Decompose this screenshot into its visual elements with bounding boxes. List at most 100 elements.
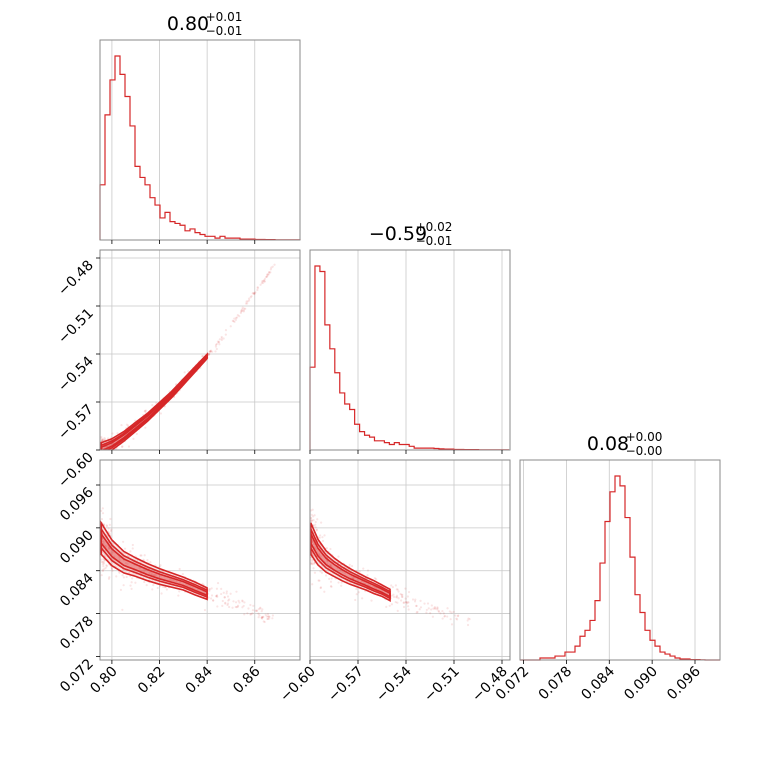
sample-point: [215, 347, 218, 351]
sample-point: [310, 517, 313, 520]
sample-point: [224, 333, 227, 336]
sample-point: [111, 569, 114, 572]
sample-point: [220, 337, 223, 340]
sample-point: [123, 547, 127, 550]
sample-point: [260, 616, 263, 619]
sample-point: [101, 453, 103, 455]
sample-point: [418, 608, 421, 611]
sample-point: [391, 586, 394, 589]
sample-point: [106, 453, 108, 455]
sample-point: [110, 457, 112, 459]
sample-point: [110, 566, 113, 569]
sample-point: [260, 282, 263, 285]
sample-point: [320, 571, 324, 574]
sample-point: [255, 609, 258, 613]
sample-point: [317, 579, 320, 582]
panel-title-plus: +0.00: [626, 430, 663, 444]
sample-point: [102, 541, 105, 544]
sample-point: [392, 595, 396, 598]
sample-point: [111, 551, 114, 554]
sample-point: [466, 619, 469, 622]
sample-point: [105, 525, 109, 528]
sample-point: [224, 602, 227, 605]
sample-point: [267, 273, 270, 276]
sample-point: [271, 617, 274, 620]
sample-point: [246, 612, 249, 615]
sample-point: [201, 354, 204, 358]
sample-point: [100, 453, 102, 455]
sample-point: [100, 454, 102, 456]
sample-point: [354, 598, 357, 602]
sample-point: [234, 601, 238, 604]
sample-point: [109, 517, 112, 521]
sample-point: [215, 342, 218, 346]
sample-point: [266, 273, 269, 276]
sample-point: [210, 587, 213, 590]
histogram-panel-0: 0.80+0.01−0.01: [99, 10, 301, 244]
sample-point: [104, 455, 106, 457]
sample-point: [102, 450, 104, 452]
sample-point: [348, 563, 351, 566]
axes-frame: [99, 459, 301, 661]
sample-point: [266, 274, 269, 278]
sample-point: [143, 409, 147, 412]
sample-point: [406, 595, 409, 598]
sample-point: [107, 547, 111, 550]
contour-level-2: [310, 528, 391, 600]
sample-point: [455, 617, 458, 620]
sample-point: [399, 592, 402, 596]
sample-point: [330, 577, 333, 580]
sample-point: [311, 563, 314, 566]
y-tick-label: −0.57: [55, 402, 97, 444]
sample-point: [321, 539, 325, 543]
sample-point: [229, 592, 232, 595]
sample-point: [159, 564, 162, 567]
sample-point: [121, 574, 124, 577]
sample-point: [101, 455, 103, 457]
sample-point: [151, 588, 154, 591]
sample-point: [100, 453, 102, 455]
sample-point: [208, 352, 211, 355]
density-layer: [100, 507, 275, 624]
sample-point: [183, 371, 186, 374]
sample-point: [249, 613, 252, 616]
sample-point: [261, 608, 264, 611]
sample-point: [131, 543, 134, 547]
sample-point: [209, 350, 212, 353]
axes-frame: [99, 39, 301, 241]
sample-point: [249, 603, 252, 607]
sample-point: [401, 593, 404, 596]
sample-point: [407, 601, 410, 604]
sample-point: [221, 599, 224, 603]
sample-point: [115, 575, 118, 578]
sample-point: [241, 599, 244, 602]
sample-point: [242, 309, 245, 312]
sample-point: [116, 432, 119, 435]
sample-point: [215, 594, 218, 598]
sample-point: [153, 573, 156, 577]
sample-point: [238, 314, 241, 318]
sample-point: [175, 579, 178, 583]
sample-point: [315, 529, 318, 532]
sample-point: [256, 286, 259, 289]
x-tick-label: 0.090: [621, 664, 661, 704]
sample-point: [240, 309, 243, 312]
sample-point: [414, 598, 417, 601]
sample-point: [433, 605, 436, 609]
sample-point: [329, 564, 332, 567]
sample-point: [254, 291, 257, 294]
sample-point: [135, 432, 138, 436]
sample-point: [102, 439, 105, 442]
sample-point: [242, 310, 245, 313]
sample-point: [225, 592, 228, 595]
sample-point: [228, 598, 231, 601]
sample-point: [124, 561, 127, 565]
sample-point: [143, 580, 146, 584]
sample-point: [107, 527, 110, 530]
sample-point: [239, 311, 243, 314]
sample-point: [310, 519, 314, 522]
sample-point: [263, 277, 267, 280]
sample-point: [430, 604, 433, 607]
sample-point: [104, 566, 107, 569]
